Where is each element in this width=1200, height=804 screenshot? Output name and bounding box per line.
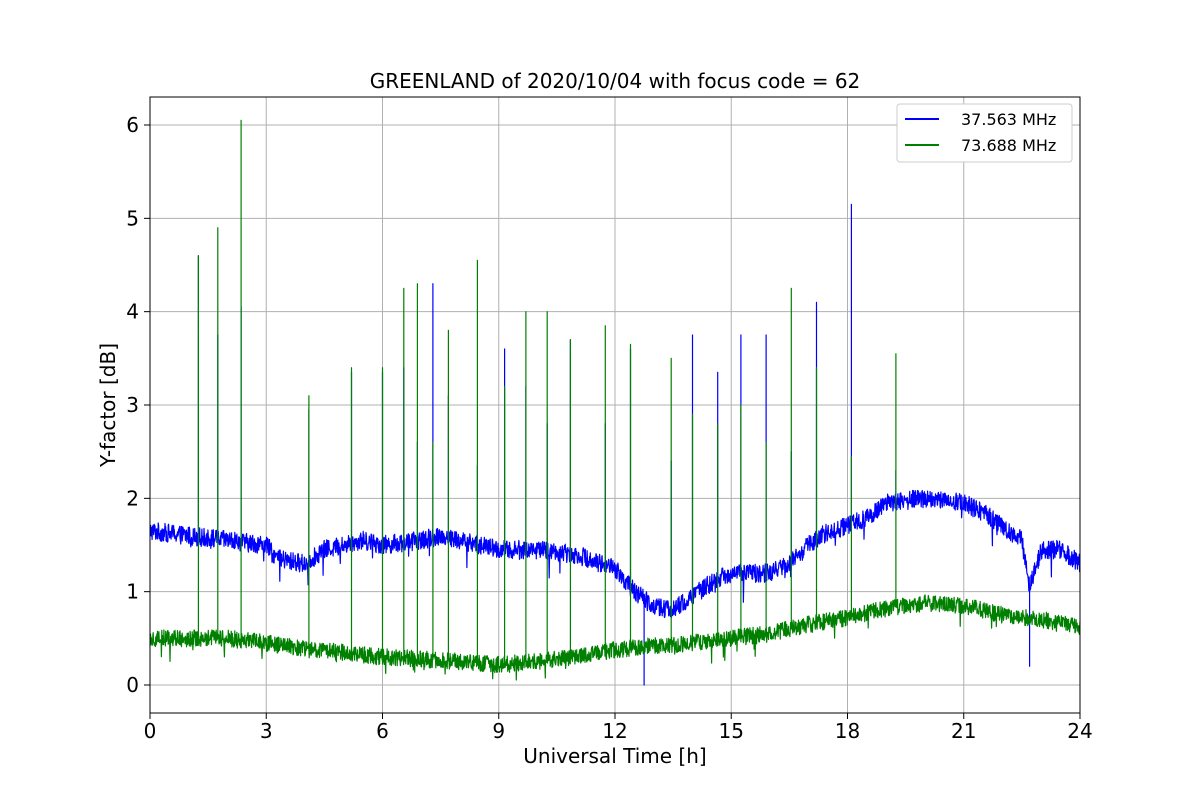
x-axis: 0 3 6 9 12 15 18 21 24 xyxy=(144,713,1093,743)
y-tick-label: 1 xyxy=(126,580,139,604)
legend-label-series-2: 73.688 MHz xyxy=(961,136,1056,155)
y-axis-label: Y-factor [dB] xyxy=(96,343,120,468)
x-tick-label: 9 xyxy=(492,719,505,743)
y-tick-label: 4 xyxy=(126,300,139,324)
y-tick-label: 5 xyxy=(126,206,139,230)
x-tick-label: 21 xyxy=(951,719,976,743)
x-tick-label: 0 xyxy=(144,719,157,743)
legend-label-series-1: 37.563 MHz xyxy=(961,110,1056,129)
x-tick-label: 18 xyxy=(835,719,860,743)
chart-title: GREENLAND of 2020/10/04 with focus code … xyxy=(370,69,861,93)
x-tick-label: 24 xyxy=(1067,719,1092,743)
y-tick-label: 2 xyxy=(126,486,139,510)
legend-box xyxy=(896,103,1073,163)
x-tick-label: 6 xyxy=(376,719,389,743)
x-tick-label: 3 xyxy=(260,719,273,743)
x-tick-label: 12 xyxy=(602,719,627,743)
series-line-2 xyxy=(149,119,1081,681)
y-tick-label: 6 xyxy=(126,113,139,137)
y-axis: 0 1 2 3 4 5 6 xyxy=(126,113,150,697)
x-axis-label: Universal Time [h] xyxy=(523,744,706,768)
x-tick-label: 15 xyxy=(719,719,744,743)
series-line-1 xyxy=(149,203,1081,686)
legend: 37.563 MHz 73.688 MHz xyxy=(896,103,1073,163)
y-tick-label: 3 xyxy=(126,393,139,417)
plot-area xyxy=(149,119,1081,686)
y-tick-label: 0 xyxy=(126,673,139,697)
